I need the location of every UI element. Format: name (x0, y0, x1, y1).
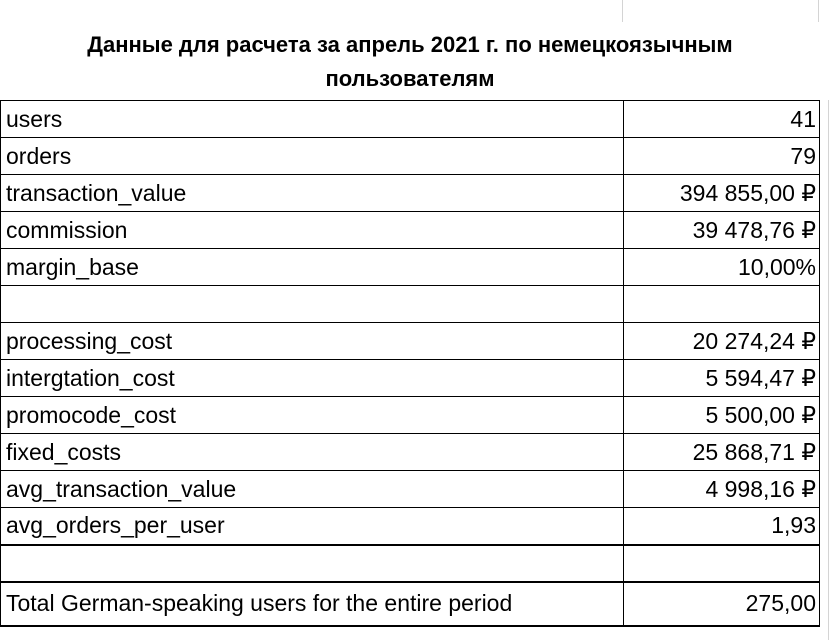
row-label-fixed-costs[interactable]: fixed_costs (0, 433, 624, 471)
row-label-processing-cost[interactable]: processing_cost (0, 322, 624, 360)
gridline (828, 100, 829, 640)
table-row (0, 285, 820, 323)
table-row: intergtation_cost 5 594,47 ₽ (0, 359, 820, 397)
table-row: users 41 (0, 100, 820, 138)
row-label-orders[interactable]: orders (0, 137, 624, 175)
total-value[interactable]: 275,00 (623, 580, 820, 627)
row-label-promocode-cost[interactable]: promocode_cost (0, 396, 624, 434)
row-value-processing-cost[interactable]: 20 274,24 ₽ (623, 322, 820, 360)
row-label-users[interactable]: users (0, 100, 624, 138)
row-value-avg-transaction-value[interactable]: 4 998,16 ₽ (623, 470, 820, 508)
total-row: Total German-speaking users for the enti… (0, 580, 820, 627)
row-value-commission[interactable]: 39 478,76 ₽ (623, 211, 820, 249)
row-value-transaction-value[interactable]: 394 855,00 ₽ (623, 174, 820, 212)
row-value-avg-orders-per-user[interactable]: 1,93 (623, 507, 820, 545)
table-row: processing_cost 20 274,24 ₽ (0, 322, 820, 360)
row-label-avg-orders-per-user[interactable]: avg_orders_per_user (0, 507, 624, 545)
table-row: margin_base 10,00% (0, 248, 820, 286)
row-label-margin-base[interactable]: margin_base (0, 248, 624, 286)
table-row: orders 79 (0, 137, 820, 175)
row-value-users[interactable]: 41 (623, 100, 820, 138)
row-value-blank-2[interactable] (623, 543, 820, 582)
row-value-margin-base[interactable]: 10,00% (623, 248, 820, 286)
row-label-blank-2[interactable] (0, 543, 624, 582)
table-row: fixed_costs 25 868,71 ₽ (0, 433, 820, 471)
row-label-intergtation-cost[interactable]: intergtation_cost (0, 359, 624, 397)
header-area (0, 0, 830, 100)
total-label[interactable]: Total German-speaking users for the enti… (0, 580, 624, 627)
row-label-transaction-value[interactable]: transaction_value (0, 174, 624, 212)
row-value-orders[interactable]: 79 (623, 137, 820, 175)
row-label-commission[interactable]: commission (0, 211, 624, 249)
table-row: avg_orders_per_user 1,93 (0, 507, 820, 545)
data-table: users 41 orders 79 transaction_value 394… (0, 100, 820, 627)
row-value-fixed-costs[interactable]: 25 868,71 ₽ (623, 433, 820, 471)
table-row: commission 39 478,76 ₽ (0, 211, 820, 249)
table-row (0, 543, 820, 582)
table-row: promocode_cost 5 500,00 ₽ (0, 396, 820, 434)
row-value-intergtation-cost[interactable]: 5 594,47 ₽ (623, 359, 820, 397)
gridline (818, 0, 819, 22)
sheet-title[interactable]: Данные для расчета за апрель 2021 г. по … (87, 32, 733, 91)
table-row: transaction_value 394 855,00 ₽ (0, 174, 820, 212)
row-label-blank[interactable] (0, 285, 624, 323)
row-label-avg-transaction-value[interactable]: avg_transaction_value (0, 470, 624, 508)
gridline (622, 0, 623, 22)
row-value-blank[interactable] (623, 285, 820, 323)
table-row: avg_transaction_value 4 998,16 ₽ (0, 470, 820, 508)
row-value-promocode-cost[interactable]: 5 500,00 ₽ (623, 396, 820, 434)
